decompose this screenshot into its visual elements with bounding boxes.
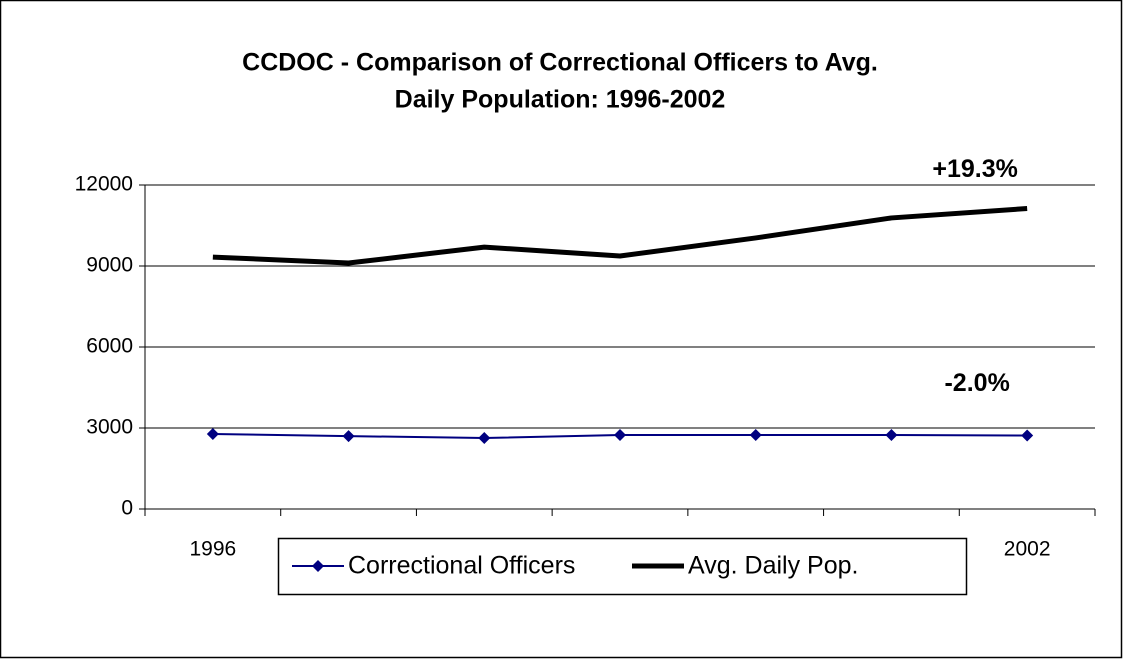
point-marker (614, 429, 626, 442)
y-tick-label: 0 (121, 497, 133, 520)
y-tick-label: 9000 (86, 254, 133, 277)
legend-marker (312, 560, 324, 572)
point-marker (885, 429, 898, 442)
chart-title: Daily Population: 1996-2002 (395, 86, 726, 114)
point-marker (342, 430, 355, 443)
series-line (212, 205, 1028, 266)
legend-box (277, 537, 968, 596)
point-marker (478, 431, 491, 444)
annotation: -2.0% (944, 369, 1009, 397)
legend-label: Avg. Daily Pop. (688, 552, 858, 580)
point-marker (1021, 429, 1034, 442)
point-marker (206, 427, 219, 440)
x-tick-label: 2002 (1004, 538, 1051, 561)
legend-label: Correctional Officers (348, 552, 575, 580)
y-tick-label: 12000 (75, 173, 133, 196)
y-tick-label: 3000 (86, 416, 133, 439)
annotation: +19.3% (932, 155, 1018, 183)
chart-title: CCDOC - Comparison of Correctional Offic… (242, 49, 878, 77)
point-marker (749, 429, 762, 442)
y-tick-label: 6000 (86, 335, 133, 358)
x-tick-label: 1996 (189, 538, 236, 561)
